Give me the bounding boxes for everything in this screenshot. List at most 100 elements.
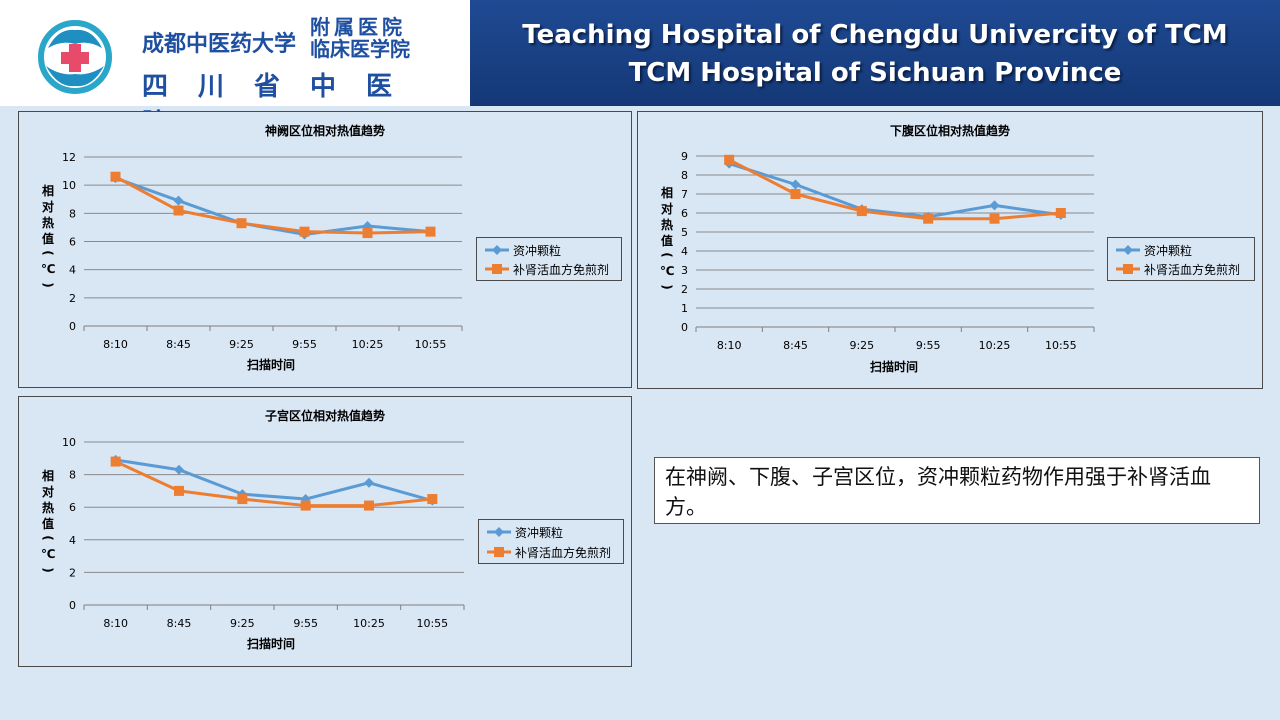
- data-point-square: [110, 456, 121, 467]
- y-tick-label: 0: [69, 599, 76, 612]
- logo-badge: 附属医院 临床医学院: [310, 16, 430, 62]
- y-tick-label: 1: [681, 302, 688, 315]
- title-band: Teaching Hospital of Chengdu Univercity …: [470, 0, 1280, 106]
- y-tick-label: 4: [69, 264, 76, 277]
- y-axis-label-char: 值: [41, 232, 54, 246]
- y-tick-label: 6: [681, 207, 688, 220]
- data-point-square: [300, 500, 311, 511]
- data-point-square: [237, 494, 248, 505]
- y-tick-label: 8: [681, 169, 688, 182]
- data-point-square: [923, 213, 934, 224]
- chart-legend: 资冲颗粒 补肾活血方免煎剂: [476, 237, 622, 281]
- data-point-square: [724, 154, 735, 165]
- y-axis-label-char: ℃: [660, 264, 675, 278]
- x-tick-label: 10:55: [416, 617, 448, 630]
- x-tick-label: 8:10: [103, 617, 128, 630]
- y-tick-label: 9: [681, 150, 688, 163]
- y-tick-label: 8: [69, 469, 76, 482]
- y-tick-label: 2: [69, 292, 76, 305]
- y-tick-label: 8: [69, 207, 76, 220]
- y-tick-label: 2: [69, 566, 76, 579]
- y-tick-label: 0: [681, 321, 688, 334]
- chart-panel-uterus: 子宫区位相对热值趋势 0 2 4 6 8 10 8:10 8:45 9:25 9:55 10:25 1…: [18, 396, 632, 667]
- x-tick-label: 9:55: [293, 617, 318, 630]
- line-chart-lower-abdomen: 0 1 2 3 4 5 6 7 8 9 8:10 8:45 9:25 9:55 10:25 10:55: [681, 150, 1095, 352]
- y-tick-label: 10: [62, 179, 76, 192]
- x-tick-label: 10:25: [352, 338, 384, 351]
- legend-marker-diamond-icon: [1116, 245, 1140, 255]
- logo-area: 成都中医药大学 附属医院 临床医学院 四川省中医院: [0, 0, 470, 139]
- y-tick-label: 0: [69, 320, 76, 333]
- y-axis-label-char: (: [41, 250, 55, 256]
- data-point-square: [1055, 208, 1066, 218]
- x-tick-label: 9:25: [849, 339, 874, 352]
- data-point-diamond: [989, 200, 1000, 211]
- y-axis-label-char: (: [41, 535, 55, 541]
- y-axis-label-char: 热: [41, 501, 54, 515]
- x-tick-label: 10:25: [979, 339, 1011, 352]
- chart-panel-lower-abdomen: 下腹区位相对热值趋势 0 1 2 3 4 5 6 7 8 9 8:10 8:45 9:25 9:55 10:…: [637, 111, 1263, 389]
- legend-label: 资冲颗粒: [513, 244, 562, 258]
- legend-label: 资冲颗粒: [1144, 244, 1193, 258]
- series-line-1: [728, 162, 1062, 219]
- logo-badge-line1: 附属医院: [310, 15, 406, 39]
- y-tick-label: 5: [681, 226, 688, 239]
- legend-marker-square-icon: [487, 547, 511, 557]
- y-axis-label-char: ): [41, 282, 55, 288]
- x-tick-label: 8:10: [717, 339, 742, 352]
- y-axis-label-char: 相: [41, 469, 54, 483]
- data-point-square: [790, 189, 801, 199]
- legend-marker-square-icon: [1116, 264, 1140, 274]
- y-axis-label-char: ): [41, 567, 55, 573]
- legend-marker-diamond-icon: [487, 527, 511, 537]
- x-tick-label: 8:45: [167, 617, 192, 630]
- data-point-square: [110, 171, 121, 182]
- y-tick-label: 4: [69, 534, 76, 547]
- y-tick-label: 7: [681, 188, 688, 201]
- data-point-square: [299, 226, 310, 237]
- chart-legend: 资冲颗粒 补肾活血方免煎剂: [1107, 237, 1255, 281]
- title-line-2: TCM Hospital of Sichuan Province: [628, 58, 1122, 88]
- data-point-square: [362, 228, 373, 239]
- logo-badge-line2: 临床医学院: [310, 37, 410, 61]
- y-tick-label: 6: [69, 236, 76, 249]
- chart-legend: 资冲颗粒 补肾活血方免煎剂: [478, 519, 624, 564]
- title-line-1: Teaching Hospital of Chengdu Univercity …: [522, 20, 1228, 50]
- y-tick-label: 2: [681, 283, 688, 296]
- x-tick-label: 9:55: [292, 338, 317, 351]
- data-point-diamond: [174, 464, 184, 475]
- y-axis-label-char: 对: [41, 200, 54, 214]
- data-point-square: [174, 485, 184, 496]
- x-tick-label: 9:55: [916, 339, 941, 352]
- y-axis-label-char: 热: [660, 218, 673, 232]
- legend-marker-diamond-icon: [485, 245, 509, 255]
- y-axis-label-char: ℃: [41, 547, 56, 561]
- y-tick-label: 6: [69, 501, 76, 514]
- series-line-2: [728, 158, 1061, 221]
- x-axis-label: 扫描时间: [870, 360, 919, 374]
- x-axis-label: 扫描时间: [247, 637, 296, 651]
- y-axis-label-char: 对: [660, 202, 673, 216]
- legend-label: 补肾活血方免煎剂: [515, 546, 612, 560]
- legend-label: 资冲颗粒: [515, 526, 564, 540]
- data-point-square: [425, 226, 436, 237]
- chart-title: 神阙区位相对热值趋势: [264, 124, 385, 138]
- y-tick-label: 12: [62, 151, 76, 164]
- legend-label: 补肾活血方免煎剂: [1144, 263, 1241, 277]
- data-point-square: [427, 494, 438, 505]
- data-point-diamond: [173, 195, 184, 206]
- conclusion-note: 在神阙、下腹、子宫区位，资冲颗粒药物作用强于补肾活血方。: [654, 457, 1260, 524]
- legend-marker-square-icon: [485, 264, 509, 274]
- line-chart-shenque: 0 2 4 6 8 10 12 8:10 8:45 9:25 9:55 10:25 10:55: [62, 151, 463, 351]
- y-tick-label: 10: [62, 436, 76, 449]
- y-tick-label: 4: [681, 245, 688, 258]
- x-axis-label: 扫描时间: [247, 358, 296, 372]
- chart-panel-shenque: 神阙区位相对热值趋势 0 2 4 6 8 10 12 8:10 8:45 9:25 9:55 10:2…: [18, 111, 632, 388]
- x-tick-label: 10:55: [415, 338, 447, 351]
- y-axis-label-char: ℃: [41, 262, 56, 276]
- data-point-diamond: [364, 477, 374, 488]
- y-axis-label-char: 值: [41, 517, 54, 531]
- logo-name-top: 成都中医药大学: [142, 31, 297, 57]
- data-point-square: [364, 500, 374, 511]
- x-tick-label: 9:25: [230, 617, 255, 630]
